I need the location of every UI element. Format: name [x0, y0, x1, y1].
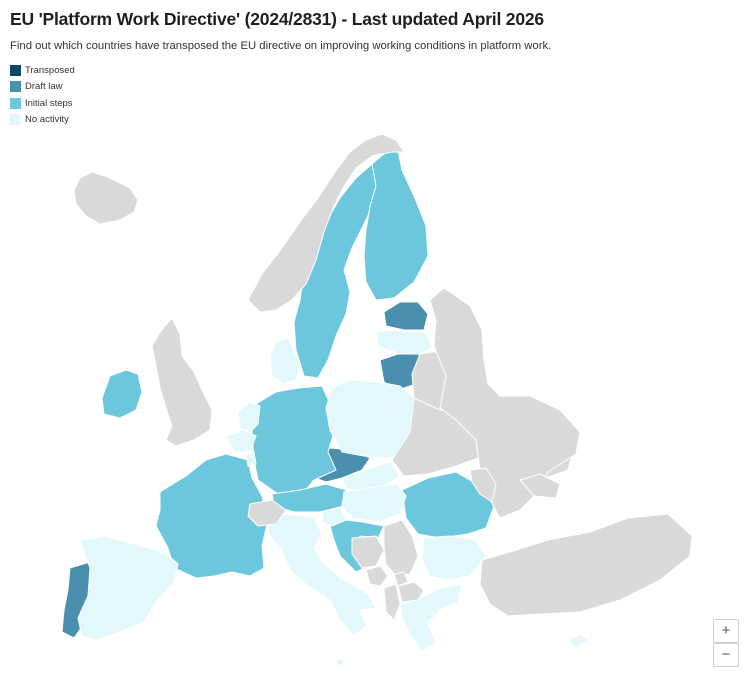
- country-bosnia-and-herzegovina[interactable]: [351, 535, 385, 569]
- legend-label-initial-steps: Initial steps: [25, 97, 73, 109]
- country-estonia[interactable]: [383, 301, 429, 331]
- country-ireland[interactable]: [101, 369, 143, 419]
- country-slovakia[interactable]: [341, 461, 401, 493]
- page-title: EU 'Platform Work Directive' (2024/2831)…: [10, 9, 544, 29]
- country-denmark[interactable]: [269, 337, 301, 385]
- legend-swatch-no-activity: [10, 114, 21, 126]
- country-italy[interactable]: [265, 513, 377, 637]
- country-germany[interactable]: [251, 385, 337, 495]
- country-georgia[interactable]: [519, 473, 561, 499]
- legend-item-no-activity: No activity: [10, 112, 75, 129]
- country-netherlands[interactable]: [237, 401, 261, 433]
- country-belgium[interactable]: [225, 429, 257, 453]
- legend: Transposed Draft law Initial steps No ac…: [10, 62, 75, 128]
- zoom-out-button[interactable]: −: [713, 643, 739, 667]
- country-united-kingdom[interactable]: [151, 317, 213, 447]
- country-iceland[interactable]: [73, 171, 139, 225]
- legend-label-no-activity: No activity: [25, 114, 69, 126]
- country-moldova[interactable]: [469, 467, 497, 503]
- legend-swatch-transposed: [10, 64, 21, 76]
- country-slovenia[interactable]: [321, 507, 347, 527]
- country-turkey[interactable]: [479, 513, 693, 617]
- legend-swatch-initial-steps: [10, 97, 21, 109]
- country-albania[interactable]: [383, 583, 401, 621]
- country-luxembourg[interactable]: [245, 451, 257, 467]
- country-spain[interactable]: [77, 535, 179, 641]
- country-bulgaria[interactable]: [421, 535, 487, 581]
- country-kosovo[interactable]: [393, 571, 409, 587]
- legend-label-draft-law: Draft law: [25, 81, 63, 93]
- country-norway[interactable]: [247, 133, 405, 313]
- legend-label-transposed: Transposed: [25, 64, 75, 76]
- legend-item-draft-law: Draft law: [10, 79, 75, 96]
- zoom-in-button[interactable]: +: [713, 619, 739, 643]
- page-subtitle: Find out which countries have transposed…: [10, 40, 552, 52]
- country-switzerland[interactable]: [247, 499, 287, 527]
- country-finland[interactable]: [363, 149, 429, 301]
- country-france[interactable]: [155, 453, 269, 579]
- legend-swatch-draft-law: [10, 81, 21, 93]
- legend-item-initial-steps: Initial steps: [10, 95, 75, 112]
- country-malta[interactable]: [335, 657, 345, 667]
- country-latvia[interactable]: [375, 329, 433, 355]
- country-montenegro[interactable]: [365, 565, 389, 587]
- country-serbia[interactable]: [383, 519, 419, 577]
- country-greece[interactable]: [399, 583, 463, 653]
- country-hungary[interactable]: [341, 483, 407, 523]
- legend-item-transposed: Transposed: [10, 62, 75, 79]
- country-romania[interactable]: [401, 471, 495, 539]
- country-north-macedonia[interactable]: [397, 581, 425, 603]
- country-cyprus[interactable]: [567, 633, 589, 649]
